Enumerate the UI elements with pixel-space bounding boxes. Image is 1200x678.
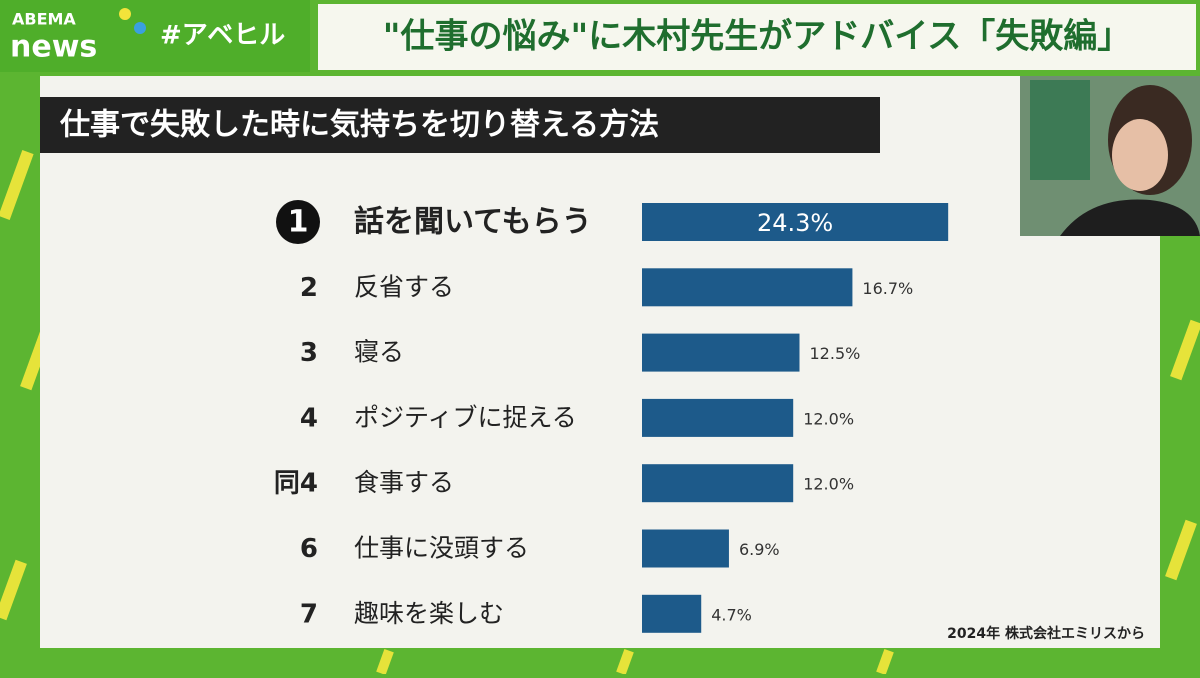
rank: 7 <box>300 599 318 629</box>
presenter-photo <box>1020 76 1200 236</box>
headline: "仕事の悩み"に木村先生がアドバイス「失敗編」 <box>383 17 1131 57</box>
category-label: 寝る <box>354 338 404 367</box>
chart-title: 仕事で失敗した時に気持ちを切り替える方法 <box>59 108 659 143</box>
chart-title-box <box>40 97 880 153</box>
rank: 2 <box>300 273 318 303</box>
logo-area <box>0 0 310 72</box>
logo-dot <box>119 8 131 20</box>
bar <box>642 464 794 503</box>
value-label: 12.0% <box>803 409 854 428</box>
rank: 6 <box>300 534 318 564</box>
source: 2024年 株式会社エミリスから <box>947 625 1145 642</box>
category-label: 仕事に没頭する <box>354 534 529 563</box>
logo-dot <box>134 22 146 34</box>
category-label: 反省する <box>354 272 454 301</box>
bar <box>642 268 853 307</box>
rank: 1 <box>288 205 309 240</box>
bar <box>642 333 800 372</box>
value-label: 4.7% <box>711 605 752 624</box>
category-label: ポジティブに捉える <box>354 403 577 432</box>
value-label: 12.0% <box>803 475 854 494</box>
bar <box>642 594 702 633</box>
value-label: 24.3% <box>757 209 833 237</box>
headline-banner <box>318 4 1196 70</box>
bar <box>642 203 949 241</box>
category-label: 食事する <box>354 468 454 497</box>
category-label: 趣味を楽しむ <box>354 599 504 628</box>
rank: 同4 <box>274 469 318 499</box>
bar <box>642 398 794 437</box>
value-label: 6.9% <box>739 540 780 559</box>
value-label: 16.7% <box>862 279 913 298</box>
bar <box>642 529 729 568</box>
rank: 4 <box>300 403 318 433</box>
logo-top: ABEMA <box>12 10 76 29</box>
value-label: 12.5% <box>810 344 861 363</box>
category-label: 話を聞いてもらう <box>354 205 592 240</box>
rank-badge <box>276 200 320 244</box>
logo-bottom: news <box>10 30 97 65</box>
chart-panel <box>40 76 1160 648</box>
hashtag: #アベヒル <box>160 21 285 51</box>
rank: 3 <box>300 338 318 368</box>
